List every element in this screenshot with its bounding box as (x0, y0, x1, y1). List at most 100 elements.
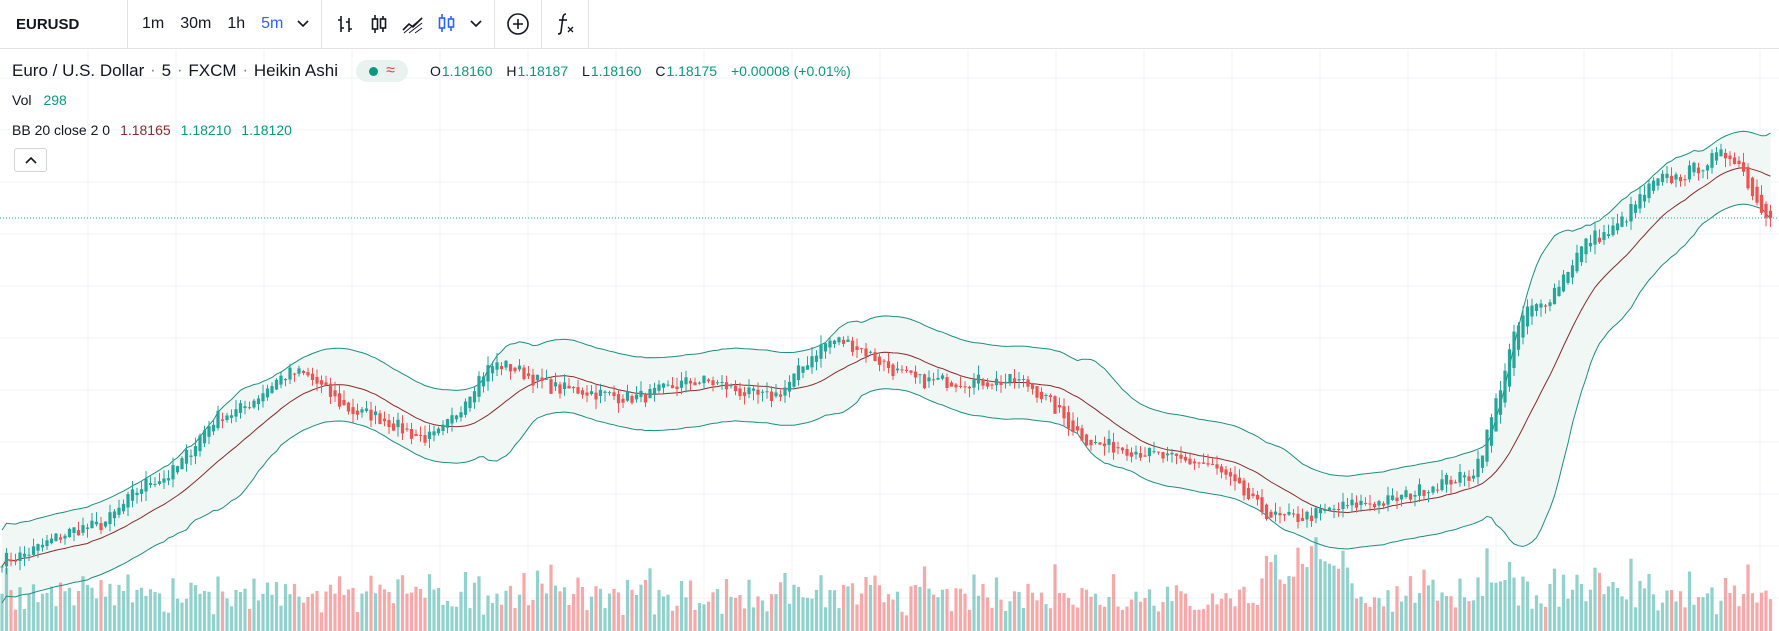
bars-icon[interactable] (328, 7, 362, 41)
candle-body (130, 489, 135, 501)
candle-body (1480, 455, 1485, 468)
candle-body (585, 392, 589, 396)
candle-body (432, 431, 436, 436)
candle-body (1489, 417, 1494, 446)
volume-bar (1048, 608, 1053, 631)
volume-legend[interactable]: Vol 298 (12, 92, 67, 108)
candle-body (954, 384, 958, 388)
candle-body (346, 402, 351, 412)
volume-bar (220, 591, 225, 631)
candle-body (814, 355, 819, 362)
candles-icon[interactable] (362, 7, 396, 41)
candle-body (517, 365, 522, 370)
volume-bar (1395, 586, 1399, 631)
low-value: 1.18160 (590, 63, 642, 79)
volume-bar (594, 586, 598, 631)
candle-body (1125, 449, 1129, 456)
candle-body (49, 538, 54, 544)
timeframe-1h-button[interactable]: 1h (227, 15, 246, 32)
volume-bar (706, 601, 711, 631)
candle-body (1210, 463, 1215, 465)
volume-bar (468, 608, 472, 631)
volume-bar (1314, 537, 1318, 631)
candle-body (1453, 482, 1458, 484)
candle-body (1246, 488, 1251, 499)
candle-body (360, 409, 364, 413)
volume-bar (562, 587, 567, 631)
open-value: 1.18160 (441, 63, 493, 79)
candle-body (1345, 505, 1350, 507)
market-status-pill[interactable]: ≈ (356, 60, 408, 82)
volume-bar (1426, 585, 1431, 631)
volume-bar (1134, 591, 1138, 631)
add-compare-icon[interactable] (501, 7, 535, 41)
volume-bar (261, 593, 265, 631)
chevron-down-icon[interactable] (464, 7, 488, 41)
candle-body (1381, 503, 1386, 506)
heikin-ashi-icon[interactable] (430, 7, 464, 41)
candle-body (148, 483, 153, 485)
candle-body (886, 361, 891, 368)
candle-body (1296, 513, 1300, 522)
indicators-icon[interactable] (548, 7, 582, 41)
volume-bar (112, 605, 117, 631)
candle-body (666, 384, 670, 386)
volume-bar (1341, 550, 1345, 631)
candle-body (1498, 390, 1503, 415)
volume-bar (760, 600, 765, 631)
area-icon[interactable] (396, 7, 430, 41)
volume-bar (922, 566, 927, 631)
candle-body (1575, 252, 1579, 272)
price-chart[interactable] (0, 50, 1779, 631)
candle-body (306, 372, 310, 376)
volume-bar (1422, 569, 1426, 631)
volume-bar (1161, 602, 1165, 631)
volume-bar (1300, 563, 1305, 631)
volume-bar (1561, 574, 1566, 631)
candle-body (1462, 475, 1467, 478)
volume-bar (1642, 588, 1647, 631)
volume-bar (1336, 568, 1341, 631)
volume-bar (328, 584, 333, 631)
candle-body (0, 566, 4, 568)
candle-body (1395, 497, 1399, 502)
volume-bar (364, 591, 369, 631)
volume-bars (0, 537, 1773, 631)
volume-bar (985, 597, 990, 631)
volume-bar (1467, 601, 1471, 631)
candle-body (792, 373, 796, 387)
timeframe-30m-button[interactable]: 30m (180, 15, 212, 32)
volume-bar (1440, 592, 1444, 631)
candle-body (1282, 514, 1287, 516)
volume-bar (936, 597, 940, 631)
candle-body (261, 393, 265, 402)
symbol-search-button[interactable]: EURUSD (0, 0, 128, 49)
candle-body (364, 408, 369, 411)
candle-body (139, 489, 144, 494)
volume-bar (1251, 602, 1255, 631)
volume-bar (1476, 577, 1480, 631)
collapse-legend-button[interactable] (14, 148, 47, 172)
volume-bar (1219, 598, 1224, 631)
candle-body (112, 511, 117, 519)
timeframe-5m-button[interactable]: 5m (261, 15, 284, 32)
candle-body (328, 383, 333, 397)
bollinger-legend[interactable]: BB 20 close 2 0 1.18165 1.18210 1.18120 (12, 122, 292, 138)
symbol-label: EURUSD (16, 15, 80, 33)
volume-bar (558, 591, 562, 631)
volume-bar (148, 589, 153, 631)
volume-bar (76, 591, 81, 631)
volume-bar (225, 598, 229, 631)
exchange-label: FXCM (188, 61, 237, 80)
candle-body (868, 351, 873, 353)
candle-body (220, 419, 225, 421)
timeframe-1m-button[interactable]: 1m (142, 15, 165, 32)
chevron-down-icon[interactable] (291, 7, 315, 41)
candle-body (787, 381, 792, 392)
candle-body (1080, 428, 1084, 441)
candle-body (310, 373, 315, 380)
candle-body (724, 382, 729, 390)
candle-body (1444, 475, 1449, 485)
volume-bar (58, 582, 63, 631)
volume-bar (139, 587, 144, 631)
